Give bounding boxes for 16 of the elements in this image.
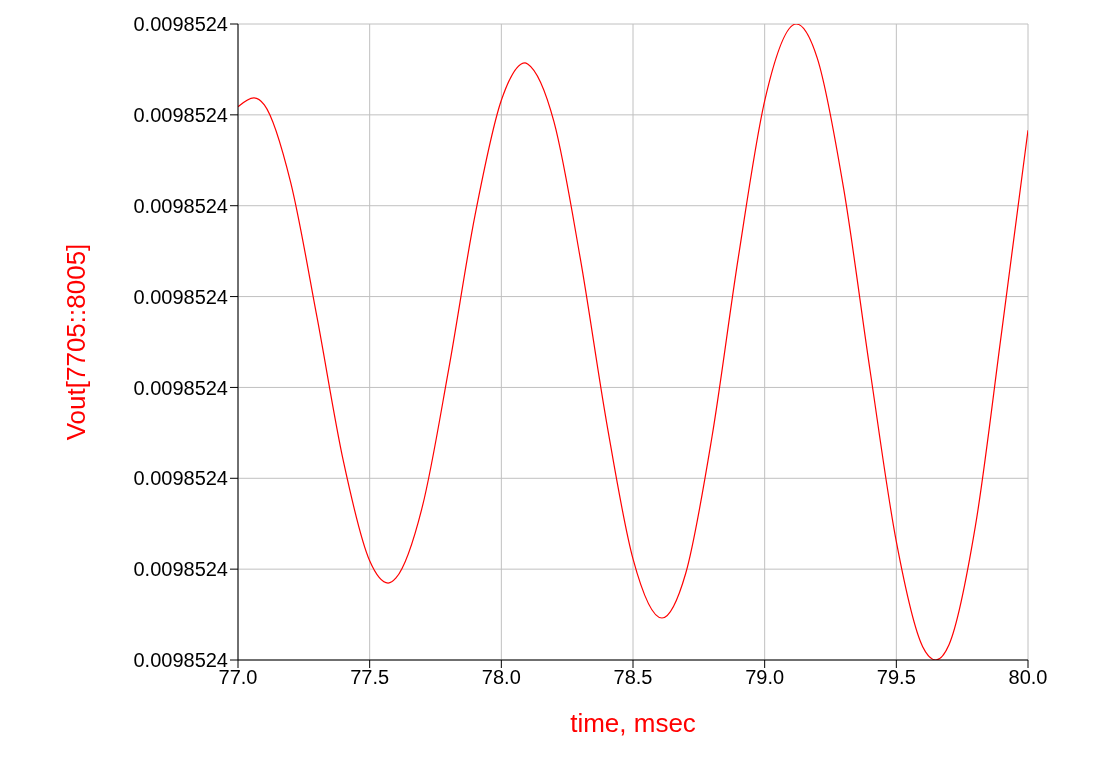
x-tick-label: 77.5 <box>350 666 390 689</box>
text: 0.0098524 <box>133 467 228 490</box>
text: 0.0098524 <box>133 285 228 308</box>
x-tick-label: 78.0 <box>481 666 521 689</box>
x-tick-label: 79.0 <box>745 666 785 689</box>
x-tick-label: 80.0 <box>1008 666 1048 689</box>
x-tick-label: 79.5 <box>876 666 916 689</box>
text: 0.0098524 <box>133 376 228 399</box>
text: 0.0098524 <box>133 194 228 217</box>
y-axis-title: Vout[7705::8005] <box>61 243 92 441</box>
x-tick-label: 77.0 <box>218 666 258 689</box>
x-axis-title: time, msec <box>570 708 696 738</box>
text: 0.0098524 <box>133 103 228 126</box>
x-tick-label: 78.5 <box>613 666 653 689</box>
text: 0.0098524 <box>133 13 228 36</box>
text: 0.0098524 <box>133 558 228 581</box>
